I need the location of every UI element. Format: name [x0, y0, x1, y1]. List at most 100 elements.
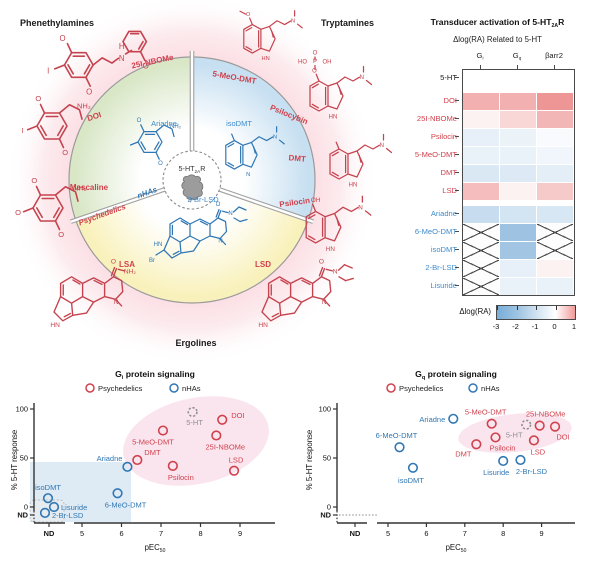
- x-tick-label-5: 5: [386, 529, 390, 538]
- heatmap-row-label-ariadne: Ariadne: [430, 209, 457, 218]
- legend-label-nha: nHAs: [481, 384, 500, 393]
- wheel-label-lsd: LSD: [255, 260, 271, 269]
- x-tick-label-ND: ND: [350, 529, 361, 538]
- point-label-doi: DOI: [556, 433, 569, 442]
- bond-line: [233, 217, 241, 223]
- atom-label: O: [246, 12, 251, 18]
- point-label-lsd: LSD: [531, 447, 546, 456]
- heatmap-row-label-isodmt: isoDMT: [430, 245, 457, 254]
- point-dmt: [132, 454, 143, 466]
- atom-label: P: [313, 59, 317, 65]
- x-tick-label-8: 8: [501, 529, 505, 538]
- row-tick: [455, 118, 459, 120]
- atom-label: HO: [298, 60, 307, 66]
- heatmap-row-label-25i-nbome: 25I-NBOMe: [416, 114, 457, 123]
- atom-label: HN: [50, 322, 60, 329]
- atom-label: N: [358, 204, 363, 211]
- x-tick-label-9: 9: [540, 529, 544, 538]
- atom-label: NH₂: [170, 124, 182, 130]
- receptor-blob-icon: [181, 174, 204, 203]
- heatmap-column-headers: Gi Gq βarr2: [462, 51, 573, 63]
- atom-label: NH₂: [77, 102, 91, 111]
- point-label-2-br-lsd: 2-Br-LSD: [52, 511, 84, 520]
- heatmap-row-label-psilocin: Psilocin: [430, 132, 457, 141]
- row-tick: [455, 249, 459, 251]
- bond-line: [337, 264, 346, 271]
- atom-label: NH₂: [73, 184, 87, 193]
- heatmap-cell: [500, 147, 536, 164]
- point-doi: [549, 421, 561, 432]
- x-tick-label-5: 5: [80, 529, 84, 538]
- wheel-label-isodmt: isoDMT: [226, 119, 252, 128]
- row-tick: [455, 154, 459, 156]
- structure-5-meo-dmt: HN N O: [239, 10, 303, 62]
- heatmap-title: Transducer activation of 5-HT2AR: [430, 17, 565, 29]
- legend-label-psychedelic: Psychedelics: [98, 384, 143, 393]
- atom-label: O: [60, 34, 66, 43]
- atom-label: N: [291, 19, 295, 25]
- heatmap-cell: [463, 260, 499, 277]
- structure-psilocin: HN N OH: [305, 195, 372, 253]
- atom-label: O: [158, 161, 163, 167]
- point-lsd: [528, 435, 540, 446]
- heatmap-cell: [463, 165, 499, 182]
- atom-label: N: [246, 172, 250, 178]
- point-isodmt: [407, 462, 419, 473]
- x-tick-label-7: 7: [159, 529, 163, 538]
- point-label-6-meo-dmt: 6-MeO-DMT: [376, 431, 418, 440]
- y-tick-label-50: 50: [20, 454, 28, 463]
- col-tick: [516, 65, 518, 69]
- point-label-6-meo-dmt: 6-MeO-DMT: [105, 500, 147, 509]
- bond-line: [155, 249, 165, 256]
- y-axis-label: % 5-HT response: [10, 430, 19, 491]
- heatmap-cell: [463, 278, 499, 295]
- point-label-ariadne: Ariadne: [97, 454, 123, 463]
- heatmap-cell: [537, 129, 573, 146]
- heatmap-cell: [537, 183, 573, 200]
- point-5-meo-dmt: [486, 418, 497, 429]
- row-tick: [455, 100, 459, 102]
- wheel-structures: OIONHOONH₂OIONH₂OOHNNONH₂HNNONHNNOHHNNHN…: [15, 10, 393, 329]
- heatmap-cell: [537, 242, 573, 259]
- heatmap-cell: [463, 242, 499, 259]
- x-axis-label: pEC50​: [145, 543, 166, 554]
- row-tick: [455, 213, 459, 215]
- atom-label: O: [86, 87, 92, 96]
- x-tick-label-8: 8: [198, 529, 202, 538]
- chart-title: Gq​ protein signaling: [415, 369, 497, 381]
- structure-dmt: HN N: [329, 133, 393, 189]
- atom-label: O: [319, 259, 324, 266]
- wheel-label-mescaline: Mescaline: [70, 183, 109, 192]
- colorbar-tick--2: -2: [512, 322, 519, 331]
- point-5-meo-dmt: [157, 425, 169, 436]
- point-psilocin: [167, 460, 178, 471]
- heatmap-row-label-5-meo-dmt: 5-MeO-DMT: [414, 150, 457, 159]
- heatmap-row-label-dmt: DMT: [440, 168, 457, 177]
- structure-2-br-lsd: HN Br N O N: [149, 202, 248, 264]
- y-tick-label-ND: ND: [17, 511, 28, 520]
- bond-line: [232, 206, 240, 213]
- atom-label: O: [111, 259, 116, 266]
- heatmap-row-label-2-br-lsd: 2-Br-LSD: [425, 263, 457, 272]
- atom-label: NH₂: [124, 269, 137, 276]
- point-5-ht: [187, 406, 198, 418]
- atom-label: O: [137, 118, 142, 124]
- colorbar-label: Δlog(RA): [459, 307, 491, 316]
- structure-ariadne: O NH₂ O: [129, 118, 182, 167]
- atom-label: HN: [326, 246, 336, 253]
- point-label-lsd: LSD: [229, 456, 244, 465]
- atom-label: N: [360, 75, 364, 81]
- point-label-25i-nbome: 25I-NBOMe: [526, 410, 566, 419]
- point-2-br-lsd: [515, 454, 526, 466]
- atom-label: HN: [349, 183, 358, 189]
- structure-mescaline: O NH₂ O O: [15, 176, 87, 239]
- bond-line: [344, 277, 354, 282]
- x-tick-label-6: 6: [424, 529, 428, 538]
- heatmap-cell: [463, 224, 499, 241]
- nd-box: [29, 499, 65, 523]
- heatmap-row-label-6-meo-dmt: 6-MeO-DMT: [414, 227, 457, 236]
- point-label-lisuride: Lisuride: [61, 503, 87, 512]
- atom-label: OH: [311, 197, 321, 204]
- point-psilocin: [490, 432, 501, 443]
